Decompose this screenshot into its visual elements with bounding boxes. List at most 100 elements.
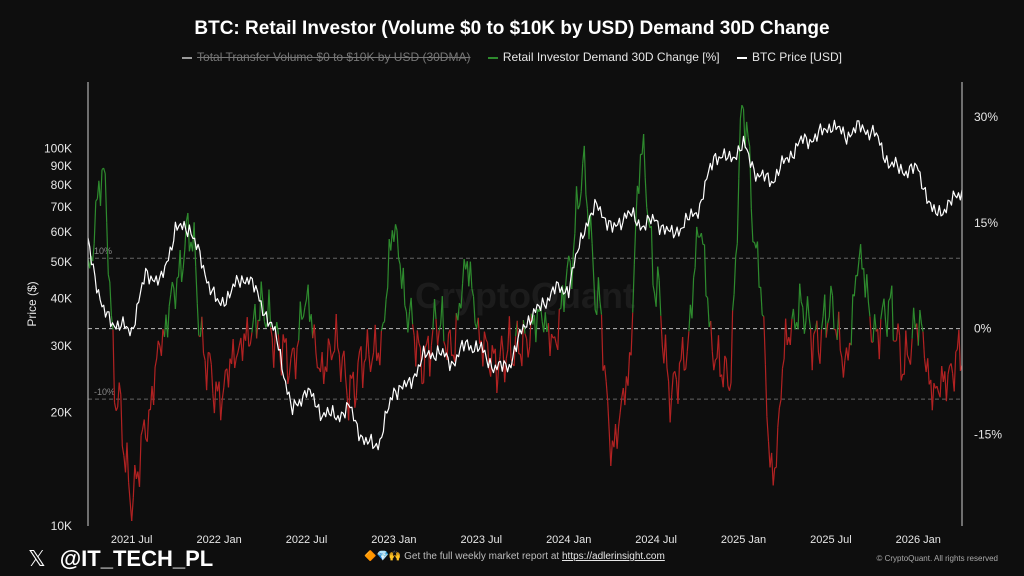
demand-segment [713, 359, 716, 371]
demand-segment [120, 394, 123, 447]
demand-segment [146, 409, 150, 442]
demand-segment [299, 301, 303, 320]
demand-segment [778, 399, 782, 408]
demand-segment [886, 300, 890, 337]
demand-segment [607, 401, 610, 434]
demand-segment [624, 376, 627, 406]
demand-segment [927, 358, 930, 385]
demand-segment [917, 309, 921, 346]
footer-note: 🔶💎🙌 Get the full weekly market report at… [364, 551, 665, 562]
demand-segment [557, 309, 560, 350]
left-tick-label: 40K [51, 292, 72, 306]
demand-segment [732, 294, 735, 311]
demand-segment [696, 226, 699, 238]
demand-segment [535, 308, 539, 343]
demand-segment [170, 281, 173, 295]
demand-segment [270, 327, 273, 338]
demand-segment [682, 336, 685, 371]
demand-segment [575, 186, 579, 210]
demand-segment [344, 376, 348, 396]
demand-segment [302, 307, 306, 318]
demand-segment [722, 355, 726, 388]
demand-segment [254, 304, 258, 339]
demand-segment [430, 329, 434, 346]
demand-segment [310, 314, 314, 339]
demand-segment [816, 320, 819, 353]
demand-segment [285, 338, 289, 384]
footer-link[interactable]: https://adlerinsight.com [562, 551, 665, 562]
demand-segment [618, 412, 621, 427]
demand-segment [508, 316, 512, 359]
legend-item-total-transfer-volume[interactable]: Total Transfer Volume $0 to $10K by USD … [182, 50, 470, 64]
demand-segment [118, 382, 122, 395]
demand-segment [643, 133, 646, 178]
axes: 10K 20K 30K 40K 50K 60K 70K 80K 90K 100K Price ($)… [25, 82, 1002, 546]
legend-item-btc-price[interactable]: BTC Price [USD] [736, 50, 842, 64]
demand-segment [750, 208, 754, 243]
demand-segment [544, 312, 548, 332]
demand-segment [471, 288, 475, 297]
demand-segment [739, 105, 743, 119]
demand-segment [117, 382, 120, 408]
demand-segment [301, 316, 304, 320]
demand-segment [703, 244, 707, 297]
demand-segment [494, 348, 498, 394]
demand-segment [627, 352, 631, 386]
demand-segment [390, 230, 393, 251]
demand-segment [780, 368, 784, 400]
demand-segment [574, 186, 578, 234]
demand-segment [237, 344, 240, 354]
demand-segment [387, 239, 390, 288]
demand-segment [404, 305, 407, 312]
demand-segment [850, 294, 854, 346]
demand-segment [906, 354, 910, 360]
demand-segment [348, 374, 351, 421]
demand-segment [380, 323, 384, 332]
chart-title: BTC: Retail Investor (Volume $0 to $10K … [194, 18, 830, 39]
demand-segment [746, 121, 749, 138]
demand-segment [593, 276, 596, 311]
demand-segment [647, 219, 651, 228]
demand-segment [941, 366, 944, 382]
demand-segment [800, 301, 804, 308]
demand-segment [249, 332, 253, 345]
demand-segment [936, 385, 940, 393]
demand-segment [763, 316, 766, 365]
demand-segment [585, 194, 588, 209]
demand-segment [369, 360, 373, 372]
demand-segment [947, 366, 951, 375]
demand-segment [419, 347, 423, 384]
demand-segment [572, 233, 576, 252]
demand-segment [276, 322, 279, 335]
demand-segment [504, 358, 507, 383]
demand-segment [490, 345, 493, 377]
demand-segment [619, 397, 623, 413]
demand-segment [443, 341, 446, 347]
demand-segment [747, 137, 751, 147]
demand-segment [658, 280, 662, 316]
demand-segment [209, 353, 212, 365]
demand-segment [462, 258, 465, 284]
demand-segment [824, 294, 827, 338]
demand-segment [571, 251, 574, 290]
demand-segment [922, 331, 926, 359]
demand-segment [783, 318, 787, 360]
demand-segment [337, 347, 340, 355]
demand-segment [290, 348, 294, 359]
demand-segment [113, 402, 117, 411]
demand-segment [905, 330, 908, 356]
demand-segment [820, 316, 824, 330]
demand-segment [686, 331, 690, 352]
x-logo-icon: 𝕏 [28, 546, 46, 571]
demand-segment [277, 334, 281, 356]
left-tick-label: 50K [51, 255, 72, 269]
legend-item-demand-change[interactable]: Retail Investor Demand 30D Change [%] [487, 50, 720, 64]
demand-segment [547, 323, 551, 357]
demand-segment [394, 224, 398, 231]
demand-segment [354, 395, 357, 408]
demand-segment [813, 330, 816, 335]
demand-segment [256, 319, 259, 339]
demand-segment [332, 350, 336, 355]
demand-segment [646, 207, 649, 220]
